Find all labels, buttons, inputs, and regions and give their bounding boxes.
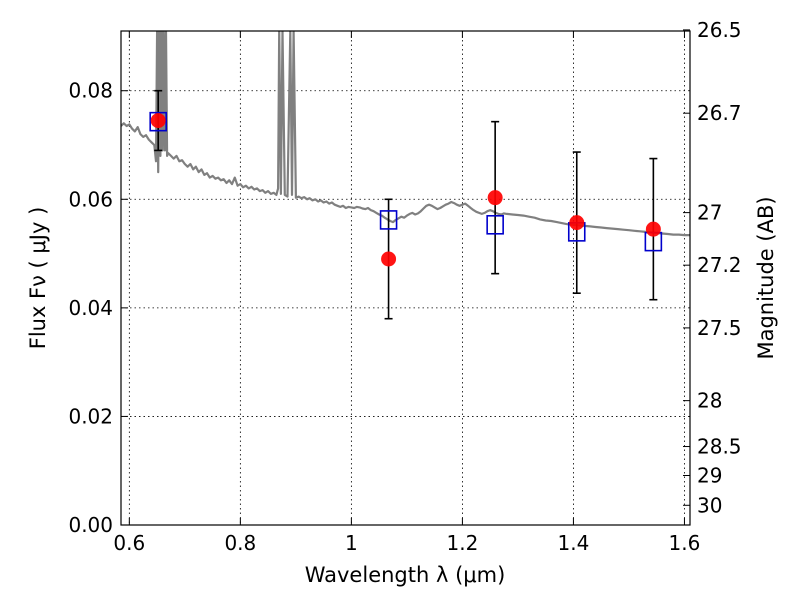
y2-tick-label: 30 [697, 493, 722, 517]
y-tick-label: 0.02 [68, 404, 113, 428]
model-square [149, 111, 167, 132]
y2-tick-label: 29 [697, 463, 722, 487]
x-tick-label: 1.4 [558, 531, 590, 555]
y2-tick-label: 26.5 [697, 18, 742, 42]
x-axis-label: Wavelength λ (μm) [305, 563, 506, 587]
y2-tick-label: 28 [697, 389, 722, 413]
observed-point [569, 215, 585, 231]
y2-axis-label: Magnitude (AB) [754, 196, 778, 359]
y-axis-label: Flux Fν ( μJy ) [26, 207, 50, 350]
y2-tick-label: 28.5 [697, 435, 742, 459]
model-square [379, 210, 398, 230]
plot-frame [120, 30, 691, 526]
observed-point [487, 190, 503, 206]
observed-point [150, 113, 166, 129]
observed-point [645, 221, 661, 237]
y-tick-label: 0.06 [68, 187, 113, 211]
y-tick-label: 0.04 [68, 296, 113, 320]
spectrum-line [121, 31, 690, 237]
axis-ticks: 0.6 0.8 1 1.2 1.4 1.6 0.00 0.02 0.04 0.06 0.08 26.5… [68, 18, 741, 555]
y-tick-label: 0.00 [68, 513, 113, 537]
x-tick-label: 0.8 [224, 531, 256, 555]
y2-tick-label: 27.5 [697, 316, 742, 340]
x-tick-label: 0.6 [113, 531, 145, 555]
observed-point [381, 251, 397, 267]
x-tick-label: 1 [345, 531, 358, 555]
y-tick-label: 0.08 [68, 79, 113, 103]
y2-tick-label: 27.2 [697, 253, 742, 277]
y2-tick-label: 27 [697, 201, 722, 225]
x-tick-label: 1.2 [446, 531, 478, 555]
x-tick-label: 1.6 [669, 531, 701, 555]
plot-area [121, 31, 690, 320]
model-square [486, 215, 504, 235]
y2-tick-label: 26.7 [697, 101, 742, 125]
